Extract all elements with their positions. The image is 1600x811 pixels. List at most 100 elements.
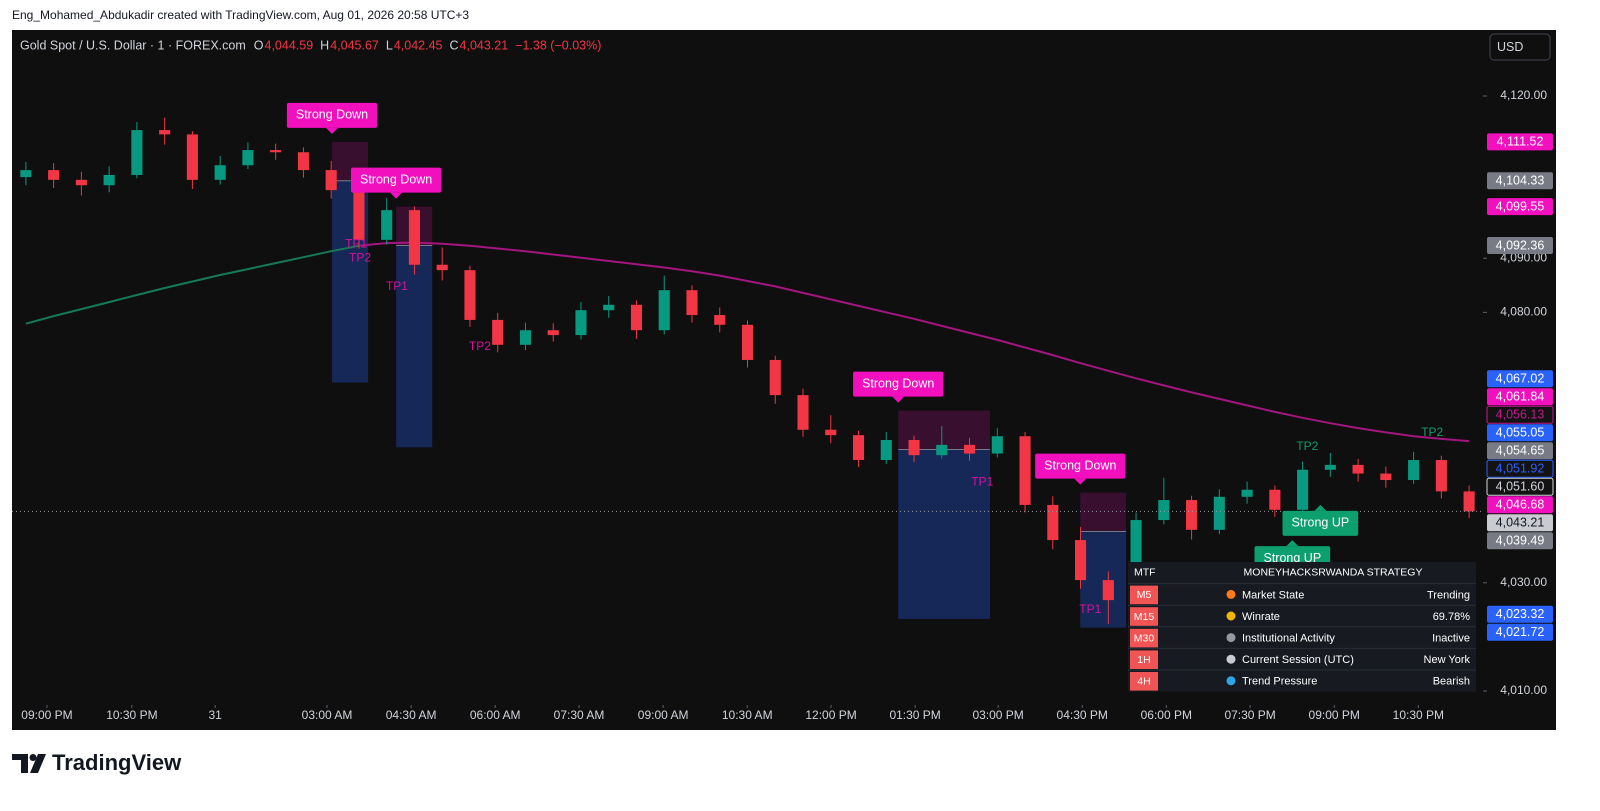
x-tick-label: 09:00 AM	[638, 708, 689, 722]
legend-text: H	[320, 38, 329, 52]
price-tags: 4,111.52 4,104.33 4,099.55 4,092.36 4,067.02…	[1486, 133, 1554, 641]
tp-label: TP1	[971, 474, 993, 488]
candle-body	[103, 174, 115, 186]
candle-body	[186, 134, 198, 180]
candle-body	[963, 444, 976, 454]
candle-body	[547, 330, 559, 336]
x-tick-label: 09:00 PM	[1309, 708, 1360, 722]
candle-body	[1158, 500, 1170, 521]
candle-body	[686, 290, 698, 316]
price-tag-label: 4,051.92	[1496, 462, 1545, 476]
target-zone	[1080, 531, 1127, 628]
candle-body	[575, 310, 587, 336]
candle-body	[936, 444, 948, 456]
candle-body	[658, 290, 670, 331]
price-tag-label: 4,061.84	[1496, 390, 1545, 404]
price-tag	[1487, 172, 1553, 190]
candle-body	[852, 435, 865, 461]
legend-text: 4,043.21	[460, 38, 509, 52]
tradingview-logo	[12, 754, 46, 773]
timeframe-label: 4H	[1137, 676, 1150, 688]
timeframe-cell	[1130, 672, 1158, 691]
candle-body	[75, 179, 87, 186]
candle-body	[991, 436, 1003, 454]
price-tag-label: 4,051.60	[1496, 480, 1545, 494]
candle-body	[214, 165, 226, 180]
overlay: Strong Down Strong Down Strong Down Strong …	[20, 33, 1551, 692]
tp-label: TP2	[1421, 425, 1443, 439]
signal: Strong Down	[1035, 453, 1126, 485]
timeframe-label: M5	[1137, 589, 1152, 601]
candle-body	[381, 210, 393, 240]
x-tick-label: 09:00 PM	[21, 708, 72, 722]
tp-label: TP2	[349, 250, 371, 264]
timeframe-label: M15	[1134, 611, 1155, 623]
tp-label: TP1	[1079, 602, 1101, 616]
candle-body	[325, 170, 337, 191]
price-tag-label: 4,099.55	[1496, 199, 1545, 213]
candle-body	[1408, 460, 1420, 481]
candle-body	[603, 304, 615, 311]
price-tag-label: 4,043.21	[1496, 516, 1545, 530]
price-tag-label: 4,021.72	[1496, 625, 1545, 639]
candle-body	[741, 324, 754, 360]
candle-body	[1380, 473, 1392, 481]
signal: Strong Down	[286, 102, 378, 134]
candle-body	[20, 170, 32, 178]
price-tag-label: 4,104.33	[1496, 174, 1545, 188]
target-zone	[396, 245, 433, 448]
signal-label: Strong Down	[360, 172, 432, 186]
candle-body	[353, 190, 365, 240]
candle-body	[464, 270, 476, 320]
logo-mark	[12, 754, 28, 773]
metric-label: Institutional Activity	[1242, 633, 1335, 645]
row-icon	[1226, 633, 1236, 643]
legend-text: L	[386, 38, 393, 52]
legend-text: 4,044.59	[265, 38, 314, 52]
metric-value: Inactive	[1432, 633, 1470, 645]
candle-body	[1019, 436, 1031, 505]
price-tag-label: 4,039.49	[1496, 534, 1545, 548]
price-tag-label: 4,054.65	[1496, 444, 1545, 458]
candle-body	[630, 304, 643, 331]
candle-body	[492, 319, 504, 345]
signal-box	[853, 371, 944, 397]
tp-label: TP1	[345, 236, 367, 250]
candle-body	[797, 395, 809, 430]
candle-body	[297, 152, 309, 171]
logo-mark	[29, 754, 37, 761]
signal-label: Strong UP	[1292, 516, 1350, 530]
y-tick-label: 4,120.00	[1500, 88, 1547, 102]
metric-label: Trend Pressure	[1242, 676, 1317, 688]
price-tag	[1487, 514, 1553, 532]
candle-body	[908, 440, 920, 456]
row-icon	[1226, 676, 1236, 686]
legend-text: O	[254, 38, 264, 52]
y-tick-label: 4,080.00	[1500, 305, 1547, 319]
price-tag	[1487, 496, 1553, 514]
signal-label: Strong Down	[1044, 458, 1116, 472]
x-tick-label: 10:30 AM	[722, 708, 773, 722]
candle-body	[1186, 500, 1198, 530]
metric-label: Winrate	[1242, 611, 1280, 623]
timeframe-cell	[1130, 628, 1158, 648]
price-tag	[1487, 623, 1553, 641]
candle-body	[714, 315, 726, 325]
price-tag-label: 4,056.13	[1496, 408, 1545, 422]
signal: Strong Down	[853, 371, 944, 403]
legend-text: −1.38 (−0.03%)	[515, 38, 601, 52]
candle-body	[1241, 489, 1253, 497]
x-tick-label: 06:00 AM	[470, 708, 521, 722]
x-tick-label: 10:30 PM	[1393, 708, 1444, 722]
price-tag	[1487, 370, 1553, 388]
y-tick-label: 4,010.00	[1500, 683, 1547, 697]
candle-body	[1324, 464, 1336, 470]
signal-label: Strong Down	[296, 108, 368, 122]
timeframe-label: 1H	[1137, 654, 1150, 666]
candle-body	[48, 170, 60, 180]
currency-button	[1489, 33, 1551, 61]
candle-body	[270, 150, 282, 153]
